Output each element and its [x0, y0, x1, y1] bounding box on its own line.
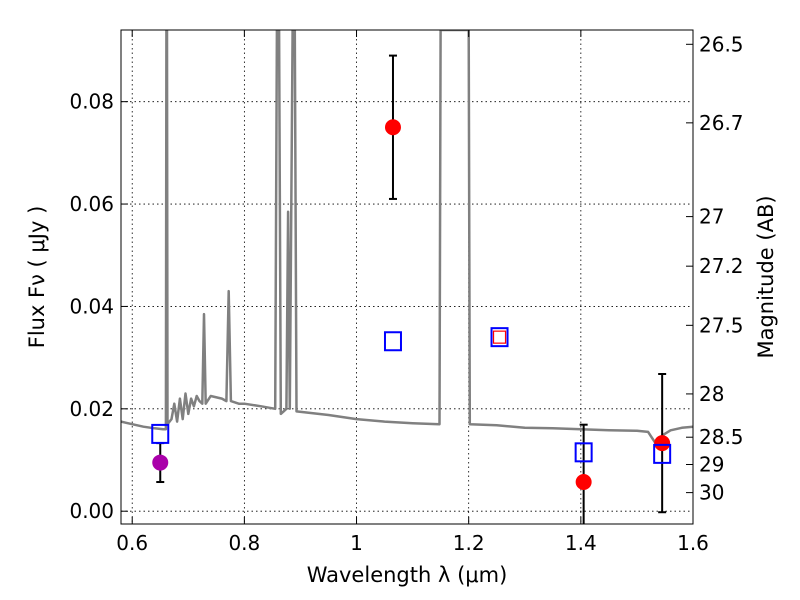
small-square [492, 330, 507, 344]
mag-tick-label: 28 [699, 382, 724, 406]
mag-tick-label: 27.5 [699, 313, 744, 337]
mag-tick-label: 26.7 [699, 111, 744, 135]
plot-area [121, 30, 693, 524]
model-spectrum-line [121, 30, 693, 446]
right-axis-label: Magnitude (AB) [754, 195, 778, 358]
mag-tick-label: 26.5 [699, 32, 744, 56]
y-tick-label: 0.08 [69, 90, 114, 114]
axis-ticks: 0.6 0.8 1 1.2 1.4 1.6 0.00 0.02 0.04 0.06 0.08 26.5… [69, 30, 744, 555]
mag-tick-label: 29 [699, 453, 724, 477]
model-photometry-square [653, 443, 672, 464]
x-tick-label: 0.6 [116, 531, 148, 555]
observed-point [575, 474, 592, 491]
observed-point [384, 119, 401, 136]
x-tick-label: 1.6 [677, 531, 709, 555]
y-tick-label: 0.06 [69, 192, 114, 216]
observed-point [152, 454, 169, 471]
x-tick-label: 1.2 [453, 531, 485, 555]
model-photometry-square [490, 327, 509, 348]
y-tick-label: 0.02 [69, 397, 114, 421]
observed-point [654, 435, 671, 452]
y-tick-label: 0.00 [69, 499, 114, 523]
y-axis-label: Flux Fν ( μJy ) [25, 206, 49, 349]
mag-tick-label: 27.2 [699, 254, 744, 278]
plot-frame [120, 29, 694, 525]
y-tick-label: 0.04 [69, 294, 114, 318]
mag-tick-label: 27 [699, 205, 724, 229]
model-photometry-square [574, 442, 593, 463]
mag-tick-label: 28.5 [699, 425, 744, 449]
mag-tick-label: 30 [699, 481, 724, 505]
model-photometry-square [383, 331, 402, 352]
x-axis-label: Wavelength λ (μm) [307, 563, 508, 587]
x-tick-label: 1.4 [565, 531, 597, 555]
model-photometry-square [151, 423, 170, 444]
x-tick-label: 1 [350, 531, 363, 555]
x-tick-label: 0.8 [228, 531, 260, 555]
